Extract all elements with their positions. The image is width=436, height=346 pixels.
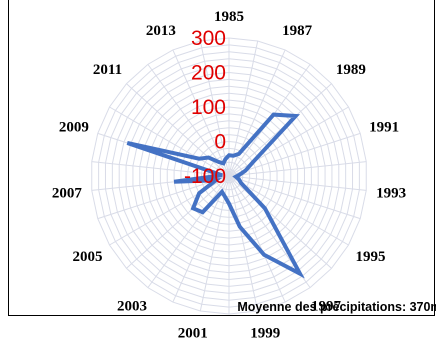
category-label: 2009 — [59, 120, 89, 136]
grid-spoke — [228, 175, 367, 191]
tick-label: 200 — [191, 62, 226, 85]
series-layer — [126, 112, 305, 279]
category-labels: 1985198719891991199319951997199920012003… — [52, 9, 406, 342]
category-label: 1989 — [336, 62, 366, 78]
grid-spoke — [126, 175, 230, 269]
category-label: 2001 — [178, 326, 208, 342]
category-label: 2003 — [117, 298, 147, 314]
tick-label: 0 — [214, 131, 226, 154]
category-label: 1999 — [250, 326, 280, 342]
grid-spoke — [228, 175, 332, 269]
radar-grid — [91, 37, 367, 315]
series-line — [126, 112, 305, 279]
category-label: 1993 — [376, 186, 406, 202]
grid-spoke — [228, 175, 361, 220]
grid-spoke — [228, 161, 367, 177]
category-label: 2011 — [93, 62, 122, 78]
grid-spoke — [228, 175, 259, 312]
tick-label: 300 — [191, 27, 226, 50]
category-label: 2013 — [146, 23, 176, 39]
category-label: 1987 — [282, 23, 313, 39]
tick-label: 100 — [191, 96, 226, 119]
category-label: 1995 — [356, 249, 386, 265]
category-label: 2005 — [72, 249, 102, 265]
tick-labels: 300 200 100 0 -100 — [184, 27, 226, 188]
grid-spoke — [172, 49, 230, 177]
grid-spoke — [147, 64, 230, 177]
grid-spoke — [97, 175, 230, 220]
category-label: 2007 — [52, 186, 83, 202]
chart-caption: Moyenne des précipitations: 370mm — [237, 300, 436, 314]
category-label: 1991 — [369, 120, 399, 136]
grid-spoke — [228, 132, 361, 177]
grid-spoke — [199, 40, 230, 177]
grid-spoke — [147, 175, 230, 288]
grid-spoke — [109, 106, 230, 177]
category-label: 1997 — [311, 298, 342, 314]
grid-spoke — [91, 161, 230, 177]
tick-label: -100 — [184, 165, 226, 188]
grid-spoke — [228, 175, 349, 246]
grid-spoke — [228, 175, 286, 303]
category-label: 1985 — [214, 9, 244, 25]
chart-frame — [8, 0, 435, 316]
